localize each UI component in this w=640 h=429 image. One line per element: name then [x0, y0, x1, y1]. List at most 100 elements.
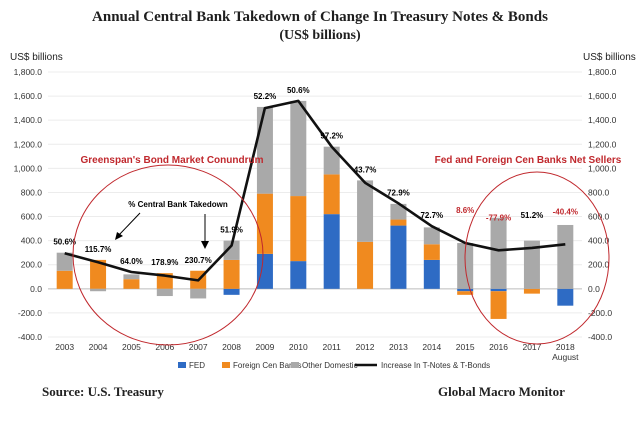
- y-tick-label-right: 400.0: [588, 236, 610, 246]
- y-tick-label-right: -200.0: [588, 308, 612, 318]
- bar-segment: [56, 252, 73, 271]
- legend-label: FED: [189, 361, 205, 370]
- x-tick-label: 2005: [122, 342, 141, 352]
- bar-segment: [190, 288, 207, 299]
- y-tick-label-left: 1,800.0: [14, 67, 43, 77]
- y-tick-label-left: 1,200.0: [14, 139, 43, 149]
- bar-segment: [156, 288, 173, 297]
- pct-label: 97.2%: [320, 132, 343, 141]
- x-tick-label: 2014: [422, 342, 441, 352]
- bar-segment: [290, 100, 307, 197]
- y-tick-label-right: -400.0: [588, 332, 612, 342]
- pct-label: 64.0%: [120, 257, 143, 266]
- highlight-ellipse-right: [464, 171, 610, 345]
- x-tick-label: 2007: [189, 342, 208, 352]
- pct-label: 50.6%: [53, 238, 76, 247]
- bar-segment: [423, 244, 440, 260]
- pct-label: 51.9%: [220, 226, 243, 235]
- x-tick-label: 2013: [389, 342, 408, 352]
- y-tick-label-left: 1,400.0: [14, 115, 43, 125]
- bar-segment: [323, 214, 340, 289]
- y-axis-label-right: US$ billions: [583, 52, 636, 63]
- y-tick-label-right: 1,400.0: [588, 115, 617, 125]
- highlight-ellipse-left: [72, 164, 264, 346]
- bar-segment: [290, 196, 307, 262]
- y-tick-label-left: -400.0: [18, 332, 42, 342]
- annotation-arrow-label: % Central Bank Takedown: [128, 200, 228, 209]
- legend-label: Increase In T-Notes & T-Bonds: [381, 361, 490, 370]
- annotation-right: Fed and Foreign Cen Banks Net Sellers: [435, 155, 622, 166]
- y-tick-label-left: 200.0: [21, 260, 43, 270]
- y-tick-label-right: 1,200.0: [588, 139, 617, 149]
- bar-segment: [457, 291, 474, 295]
- pct-label: 230.7%: [185, 256, 212, 265]
- y-axis-label-left: US$ billions: [10, 52, 63, 63]
- y-tick-label-left: 0.0: [30, 284, 42, 294]
- pct-label: 51.2%: [521, 211, 544, 220]
- pct-label: -40.4%: [553, 207, 578, 216]
- bar-segment: [56, 270, 73, 289]
- bar-segment: [457, 288, 474, 292]
- bar-segment: [390, 225, 407, 289]
- y-tick-label-right: 800.0: [588, 187, 610, 197]
- x-tick-label: 2010: [289, 342, 308, 352]
- arrowhead: [115, 232, 123, 240]
- bar-segment: [557, 224, 574, 289]
- bar-segment: [90, 288, 107, 292]
- legend-swatch: [291, 362, 299, 368]
- chart-title: Annual Central Bank Takedown of Change I…: [92, 9, 548, 25]
- pct-label: 52.2%: [254, 92, 277, 101]
- bar-segment: [423, 259, 440, 289]
- bar-segment: [223, 259, 240, 289]
- bar-segment: [256, 106, 273, 194]
- bar-segment: [357, 241, 374, 289]
- bar-segment: [256, 193, 273, 254]
- bar-segment: [390, 203, 407, 220]
- bar-segment: [223, 240, 240, 260]
- legend-swatch: [178, 362, 186, 368]
- arrowhead: [201, 241, 209, 249]
- x-tick-label: 2015: [456, 342, 475, 352]
- y-tick-label-right: 600.0: [588, 212, 610, 222]
- brand-label: Global Macro Monitor: [438, 384, 565, 399]
- pct-label: 178.9%: [151, 258, 178, 267]
- x-tick-label: 2003: [55, 342, 74, 352]
- y-tick-label-left: 1,000.0: [14, 163, 43, 173]
- line-series: [64, 99, 566, 282]
- bar-segment: [523, 240, 540, 289]
- y-tick-label-right: 1,800.0: [588, 67, 617, 77]
- source-note: Source: U.S. Treasury: [42, 384, 164, 399]
- y-tick-label-left: 800.0: [21, 187, 43, 197]
- x-tick-label: 2016: [489, 342, 508, 352]
- pct-label: -77.9%: [486, 213, 511, 222]
- x-tick-label: 2011: [323, 342, 342, 352]
- bar-segment: [557, 288, 574, 306]
- x-tick-label: 2008: [222, 342, 241, 352]
- pct-label: 43.7%: [354, 165, 377, 174]
- bar-segment: [490, 288, 507, 292]
- x-tick-sublabel: August: [552, 352, 579, 362]
- y-tick-label-right: 0.0: [588, 284, 600, 294]
- x-tick-label: 2009: [255, 342, 274, 352]
- x-tick-label: 2004: [89, 342, 108, 352]
- pct-label: 8.6%: [456, 206, 474, 215]
- y-tick-label-right: 1,600.0: [588, 91, 617, 101]
- y-tick-label-right: 200.0: [588, 260, 610, 270]
- x-tick-label: 2017: [522, 342, 541, 352]
- bar-segment: [490, 291, 507, 319]
- bar-segment: [290, 261, 307, 289]
- pct-label: 50.6%: [287, 86, 310, 95]
- bar-segment: [223, 288, 240, 295]
- legend-label: Other Domestic: [302, 361, 358, 370]
- annotation-arrow: [117, 212, 141, 237]
- bar-segment: [323, 174, 340, 215]
- y-tick-label-left: 400.0: [21, 236, 43, 246]
- bar-segment: [523, 288, 540, 294]
- legend-swatch: [222, 362, 230, 368]
- y-tick-label-right: 1,000.0: [588, 163, 617, 173]
- bar-segment: [323, 146, 340, 175]
- pct-label: 115.7%: [85, 245, 112, 254]
- bar-segment: [390, 219, 407, 226]
- x-tick-label: 2012: [356, 342, 375, 352]
